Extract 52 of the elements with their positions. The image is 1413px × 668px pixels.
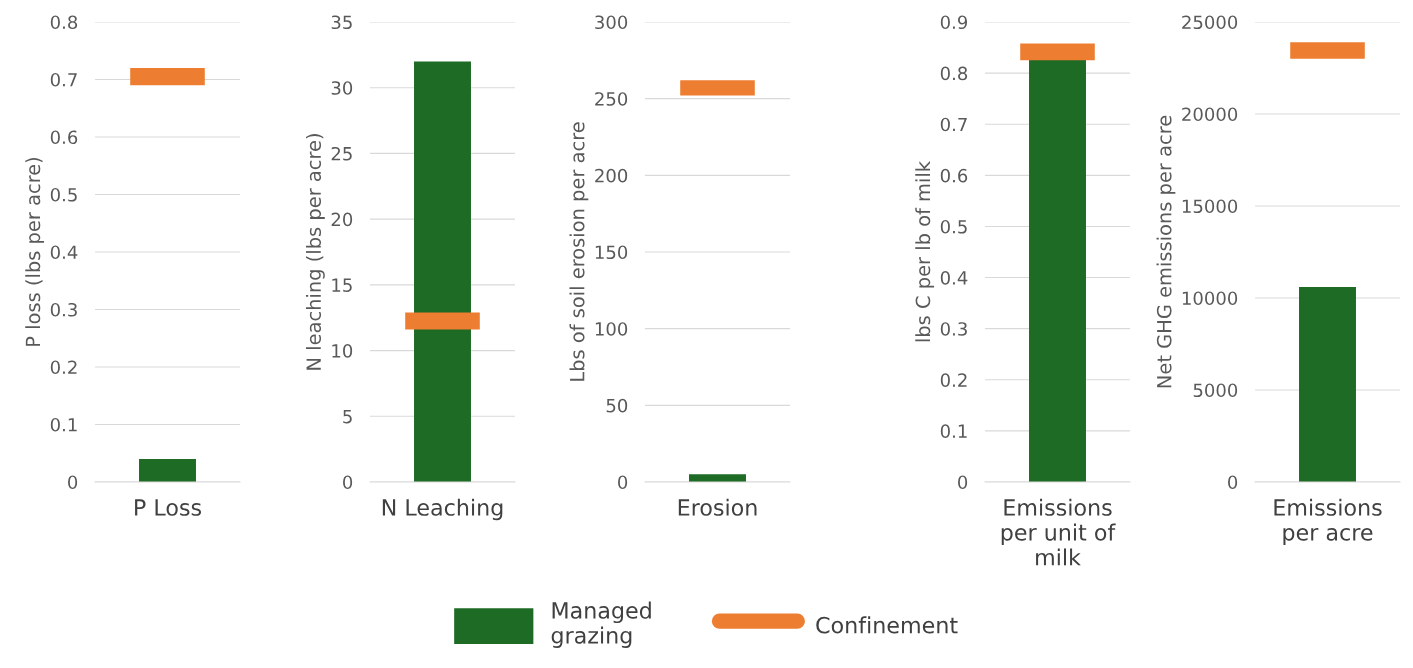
y-tick-label: 15000 [1182, 199, 1238, 214]
y-tick-label: 0 [1228, 475, 1238, 490]
y-tick-label: 0.6 [940, 168, 968, 183]
y-tick-label: 0 [343, 475, 353, 490]
y-tick-label: 5000 [1193, 383, 1238, 398]
y-tick-label: 0.8 [50, 15, 78, 30]
x-tick-label: Erosion [678, 498, 757, 516]
x-tick-label: Emissions per unit of milk [1001, 498, 1116, 566]
legend-label: Managed grazing [551, 601, 651, 648]
y-tick-label: 150 [595, 245, 628, 260]
y-axis-title: P loss (lbs per acre) [25, 157, 45, 346]
y-tick-label: 0.1 [940, 424, 967, 439]
y-tick-label: 0.4 [940, 271, 968, 285]
y-axis-title: lbs C per lb of milk [915, 160, 935, 342]
y-tick-label: 15 [332, 278, 352, 292]
y-tick-label: 0 [618, 475, 628, 490]
y-tick-label: 0.8 [940, 66, 968, 81]
y-tick-label: 0.5 [50, 187, 77, 202]
y-tick-label: 0 [958, 475, 968, 490]
y-tick-label: 10000 [1182, 291, 1238, 306]
y-tick-label: 20 [331, 212, 353, 227]
legend-label: Confinement [816, 616, 958, 634]
y-tick-label: 0.2 [50, 360, 77, 375]
y-tick-label: 0.1 [50, 417, 77, 432]
y-tick-label: 0 [68, 475, 78, 490]
y-axis-title: N leaching (lbs per acre) [305, 134, 325, 370]
y-tick-label: 0.4 [50, 245, 78, 260]
y-tick-label: 25000 [1182, 15, 1238, 30]
y-tick-label: 35 [331, 15, 352, 30]
y-tick-label: 0.6 [50, 130, 78, 145]
y-tick-label: 100 [595, 322, 628, 336]
y-tick-label: 20000 [1182, 107, 1238, 122]
x-tick-label: Emissions per acre [1274, 498, 1382, 546]
y-tick-label: 50 [606, 398, 628, 413]
y-tick-label: 0.7 [940, 117, 967, 132]
y-tick-label: 0.3 [50, 302, 77, 317]
y-tick-label: 30 [331, 81, 353, 95]
y-tick-label: 0.5 [940, 219, 967, 234]
y-tick-label: 0.2 [940, 373, 967, 387]
x-tick-label: P Loss [135, 499, 202, 516]
y-tick-label: 300 [595, 15, 628, 30]
y-tick-label: 0.9 [940, 15, 968, 30]
x-tick-label: N Leaching [382, 498, 503, 521]
y-tick-label: 200 [595, 168, 628, 183]
y-tick-label: 0.7 [50, 72, 77, 87]
y-axis-title: Lbs of soil erosion per acre [569, 122, 589, 381]
y-tick-label: 250 [595, 92, 628, 106]
y-tick-label: 5 [343, 409, 352, 424]
y-tick-label: 0.3 [940, 322, 967, 336]
y-tick-label: 25 [331, 146, 352, 161]
y-tick-label: 10 [332, 344, 353, 358]
y-axis-title: Net GHG emissions per acre [1156, 115, 1176, 388]
